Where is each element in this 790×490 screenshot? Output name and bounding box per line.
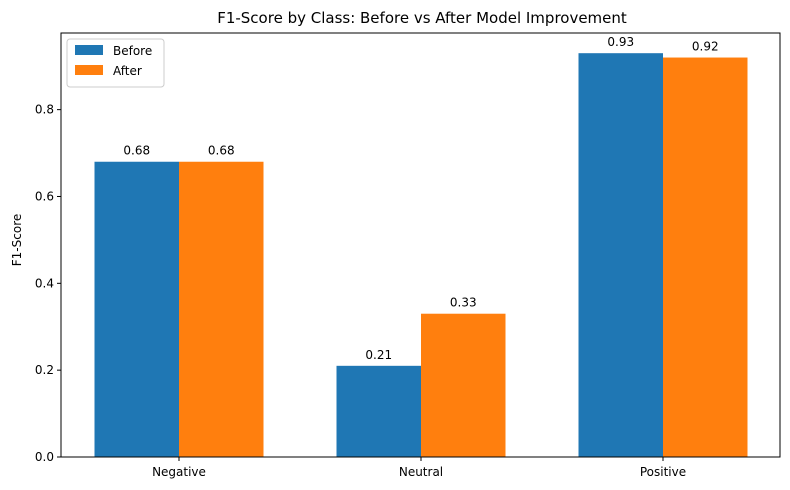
legend-label-after: After: [113, 64, 142, 78]
bars-layer: [94, 53, 748, 458]
legend-swatch-before: [75, 45, 103, 55]
data-label-after-positive: 0.92: [692, 40, 719, 54]
data-label-after-negative: 0.68: [208, 144, 235, 158]
chart-title: F1-Score by Class: Before vs After Model…: [217, 9, 627, 27]
bar-before-positive: [578, 53, 663, 457]
legend: Before After: [66, 38, 165, 88]
data-label-before-negative: 0.68: [123, 144, 150, 158]
y-tick-label: 0.8: [35, 103, 54, 117]
y-tick-label: 0.4: [35, 276, 54, 290]
y-tick-label: 0.6: [35, 189, 54, 203]
data-label-before-neutral: 0.21: [365, 348, 392, 362]
bar-after-positive: [663, 57, 748, 458]
bar-after-neutral: [421, 313, 506, 457]
bar-after-negative: [179, 161, 264, 457]
bar-before-neutral: [336, 365, 421, 457]
y-axis-label: F1-Score: [10, 214, 24, 266]
legend-label-before: Before: [113, 44, 152, 58]
axes-layer: 0.0 0.2 0.4 0.6 0.8 Negative Neutral Positive: [35, 32, 781, 479]
data-labels-layer: 0.68 0.21 0.93 0.68 0.33 0.92: [123, 35, 718, 362]
y-tick-label: 0.0: [35, 450, 54, 464]
x-tick-label-negative: Negative: [152, 465, 206, 479]
x-tick-label-neutral: Neutral: [399, 465, 443, 479]
x-tick-label-positive: Positive: [640, 465, 686, 479]
legend-swatch-after: [75, 65, 103, 75]
bar-before-negative: [94, 161, 179, 457]
data-label-before-positive: 0.93: [607, 35, 634, 49]
y-tick-label: 0.2: [35, 363, 54, 377]
data-label-after-neutral: 0.33: [450, 296, 477, 310]
